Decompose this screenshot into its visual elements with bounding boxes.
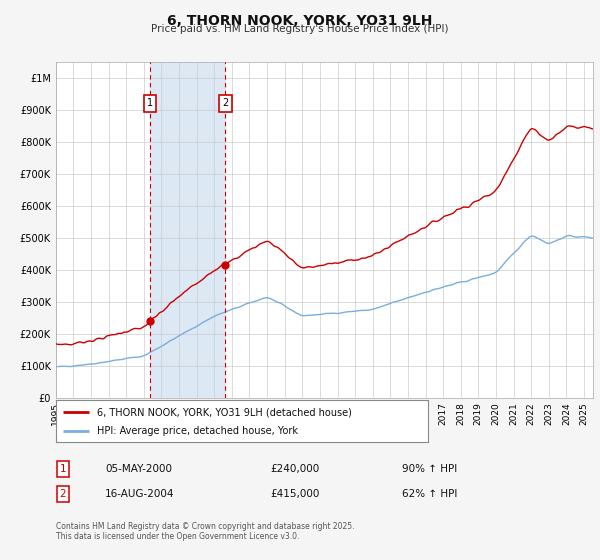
Text: 62% ↑ HPI: 62% ↑ HPI [402,489,457,499]
Text: Price paid vs. HM Land Registry's House Price Index (HPI): Price paid vs. HM Land Registry's House … [151,24,449,34]
Text: 6, THORN NOOK, YORK, YO31 9LH: 6, THORN NOOK, YORK, YO31 9LH [167,14,433,28]
Text: £415,000: £415,000 [270,489,319,499]
Text: 1: 1 [59,464,67,474]
Text: 05-MAY-2000: 05-MAY-2000 [105,464,172,474]
Point [220,260,230,269]
Text: £240,000: £240,000 [270,464,319,474]
Text: 1: 1 [147,98,153,108]
Text: 90% ↑ HPI: 90% ↑ HPI [402,464,457,474]
Text: 2: 2 [222,98,229,108]
Text: 2: 2 [59,489,67,499]
Text: Contains HM Land Registry data © Crown copyright and database right 2025.
This d: Contains HM Land Registry data © Crown c… [56,522,354,542]
Text: HPI: Average price, detached house, York: HPI: Average price, detached house, York [97,426,298,436]
Bar [150,62,225,398]
Text: 6, THORN NOOK, YORK, YO31 9LH (detached house): 6, THORN NOOK, YORK, YO31 9LH (detached … [97,407,352,417]
Point [145,316,155,325]
Text: 16-AUG-2004: 16-AUG-2004 [105,489,175,499]
